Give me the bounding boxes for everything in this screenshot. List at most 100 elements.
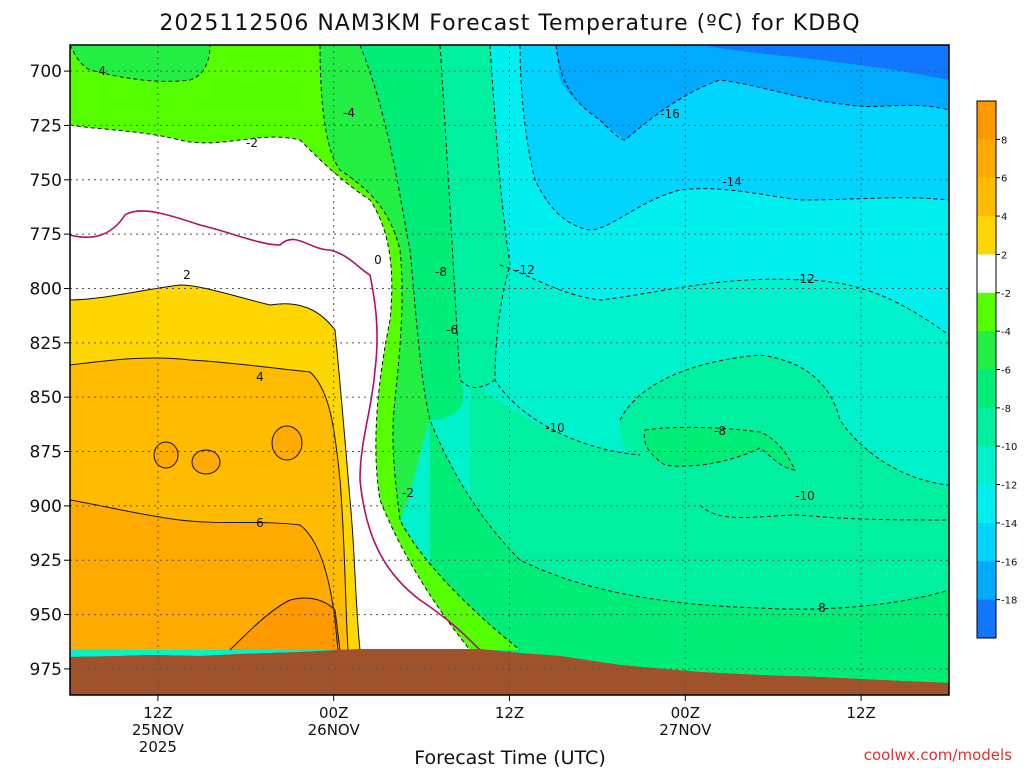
contour-label-0: -4 xyxy=(94,64,106,78)
contour-minus-8-right xyxy=(619,354,949,486)
colorbar-bin-3 xyxy=(977,216,996,255)
x-tick-label-3-2: 27NOV xyxy=(659,721,712,739)
colorbar-bin-13 xyxy=(977,599,996,639)
contour-label-6: -12 xyxy=(515,263,535,277)
colorbar-label-6: -6 xyxy=(1001,366,1011,377)
colorbar-label-8: -10 xyxy=(1001,442,1017,453)
colorbar-label-7: -8 xyxy=(1001,404,1011,415)
field-above-8-lower xyxy=(230,598,340,650)
colorbar-bin-8 xyxy=(977,407,996,447)
grid-lines xyxy=(70,45,949,695)
field-minus-2-to-minus-4 xyxy=(70,45,520,650)
contour-label-2: -4 xyxy=(343,106,355,120)
contour-8 xyxy=(229,597,341,651)
y-tick-label-700: 700 xyxy=(30,62,62,82)
colorbar-bin-9 xyxy=(977,446,996,486)
contour-minus-10 xyxy=(489,45,641,456)
contour-6 xyxy=(70,499,339,651)
freezing-line xyxy=(70,210,481,651)
ground-terrain-top xyxy=(70,649,949,695)
contour-label-13: -8 xyxy=(714,424,726,438)
colorbar-bin-10 xyxy=(977,484,996,524)
colorbar-label-9: -12 xyxy=(1001,481,1017,492)
colorbar-label-0: 8 xyxy=(1001,135,1007,146)
contour-pocket-3 xyxy=(191,449,221,475)
plot-frame xyxy=(69,44,950,696)
field-minus-6-to-minus-8 xyxy=(430,420,949,695)
colorbar-label-12: -18 xyxy=(1001,596,1017,607)
x-tick-label-4-1: 12Z xyxy=(846,704,875,722)
contour-label-11: 4 xyxy=(256,370,264,384)
contour-label-12: -10 xyxy=(545,421,565,435)
contour-label-17: 8 xyxy=(818,601,826,615)
contour-pocket-1 xyxy=(271,425,303,461)
y-tick-label-975: 975 xyxy=(30,660,62,680)
credit-text: coolwx.com/models xyxy=(864,746,1012,764)
colorbar-label-3: 2 xyxy=(1001,250,1007,261)
x-tick-label-3-1: 00Z xyxy=(671,704,700,722)
field-above-4-pocket xyxy=(272,426,302,460)
colorbar-label-1: 6 xyxy=(1001,174,1007,185)
contour-2 xyxy=(70,284,361,651)
x-tick-label-0-2: 25NOV xyxy=(132,721,185,739)
x-tick-label-2-1: 12Z xyxy=(495,704,524,722)
contour-minus-10-right xyxy=(699,504,949,521)
colorbar-label-4: -2 xyxy=(1001,289,1011,300)
contour-label-16: -10 xyxy=(795,489,815,503)
contour-minus-14 xyxy=(519,45,949,231)
contour-label-5: -8 xyxy=(435,265,447,279)
contour-4 xyxy=(70,357,349,651)
chart-title: 2025112506 NAM3KM Forecast Temperature (… xyxy=(159,11,860,36)
field-minus-8-to-minus-10-upper xyxy=(440,45,510,388)
y-tick-label-925: 925 xyxy=(30,551,62,571)
colorbar-bin-7 xyxy=(977,369,996,409)
y-tick-label-875: 875 xyxy=(30,443,62,463)
contour-minus-2 xyxy=(70,124,471,651)
y-tick-label-850: 850 xyxy=(30,388,62,408)
contour-minus-8 xyxy=(439,45,496,388)
contour-label-3: 0 xyxy=(374,253,382,267)
y-tick-label-825: 825 xyxy=(30,334,62,354)
colorbar-label-5: -4 xyxy=(1001,327,1011,338)
y-tick-label-900: 900 xyxy=(30,497,62,517)
colorbar-bin-11 xyxy=(977,522,996,562)
contour-minus-12 xyxy=(499,264,949,336)
contour-label-14: 6 xyxy=(256,516,264,530)
field-minus-6-to-minus-8-right xyxy=(644,427,795,470)
contour-minus-6 xyxy=(359,45,949,610)
colorbar-label-10: -14 xyxy=(1001,519,1017,530)
colorbar-bin-6 xyxy=(977,331,996,370)
contour-label-1: -2 xyxy=(246,136,258,150)
field-above-4-pocket-2 xyxy=(154,442,178,468)
contour-label-7: -16 xyxy=(660,107,680,121)
colorbar-bin-5 xyxy=(977,292,996,332)
x-tick-label-0-3: 2025 xyxy=(139,738,177,756)
colorbar-bin-2 xyxy=(977,177,996,217)
field-minus-8-to-minus-10-right xyxy=(620,355,949,520)
field-minus-4-patch xyxy=(70,45,210,82)
colorbar-label-11: -16 xyxy=(1001,557,1017,568)
x-axis-title: Forecast Time (UTC) xyxy=(414,747,605,768)
y-tick-label-800: 800 xyxy=(30,279,62,299)
colorbar: 8 6 4 2 -2 -4 -6 -8 -10 -12 -14 -16 -18 xyxy=(976,100,1017,639)
colorbar-bin-0 xyxy=(977,101,996,140)
contour-label-group: -4 -2 -4 0 2 -8 -12 -16 -14 -12 -6 4 -10 -8 6 -2 -10 8 xyxy=(94,64,826,615)
colorbar-bin-4 xyxy=(977,254,996,294)
field-below-minus-18 xyxy=(700,45,949,80)
contour-label-15: -2 xyxy=(402,486,414,500)
y-tick-label-725: 725 xyxy=(30,116,62,136)
y-tick-label-750: 750 xyxy=(30,171,62,191)
x-tick-label-0-1: 12Z xyxy=(143,704,172,722)
field-above-4-pocket-3 xyxy=(192,450,220,474)
contour-label-9: -12 xyxy=(795,272,815,286)
y-axis-ticks: 700 725 750 775 800 825 850 875 900 925 950 975 xyxy=(30,62,70,680)
contour-label-10: -6 xyxy=(446,323,458,337)
y-tick-label-775: 775 xyxy=(30,225,62,245)
colorbar-bin-12 xyxy=(977,561,996,601)
contour-lines xyxy=(70,45,949,651)
x-tick-label-1-2: 26NOV xyxy=(308,721,361,739)
contour-label-4: 2 xyxy=(183,268,191,282)
colorbar-label-2: 4 xyxy=(1001,212,1007,223)
field-minus-4-to-minus-6 xyxy=(320,45,430,520)
